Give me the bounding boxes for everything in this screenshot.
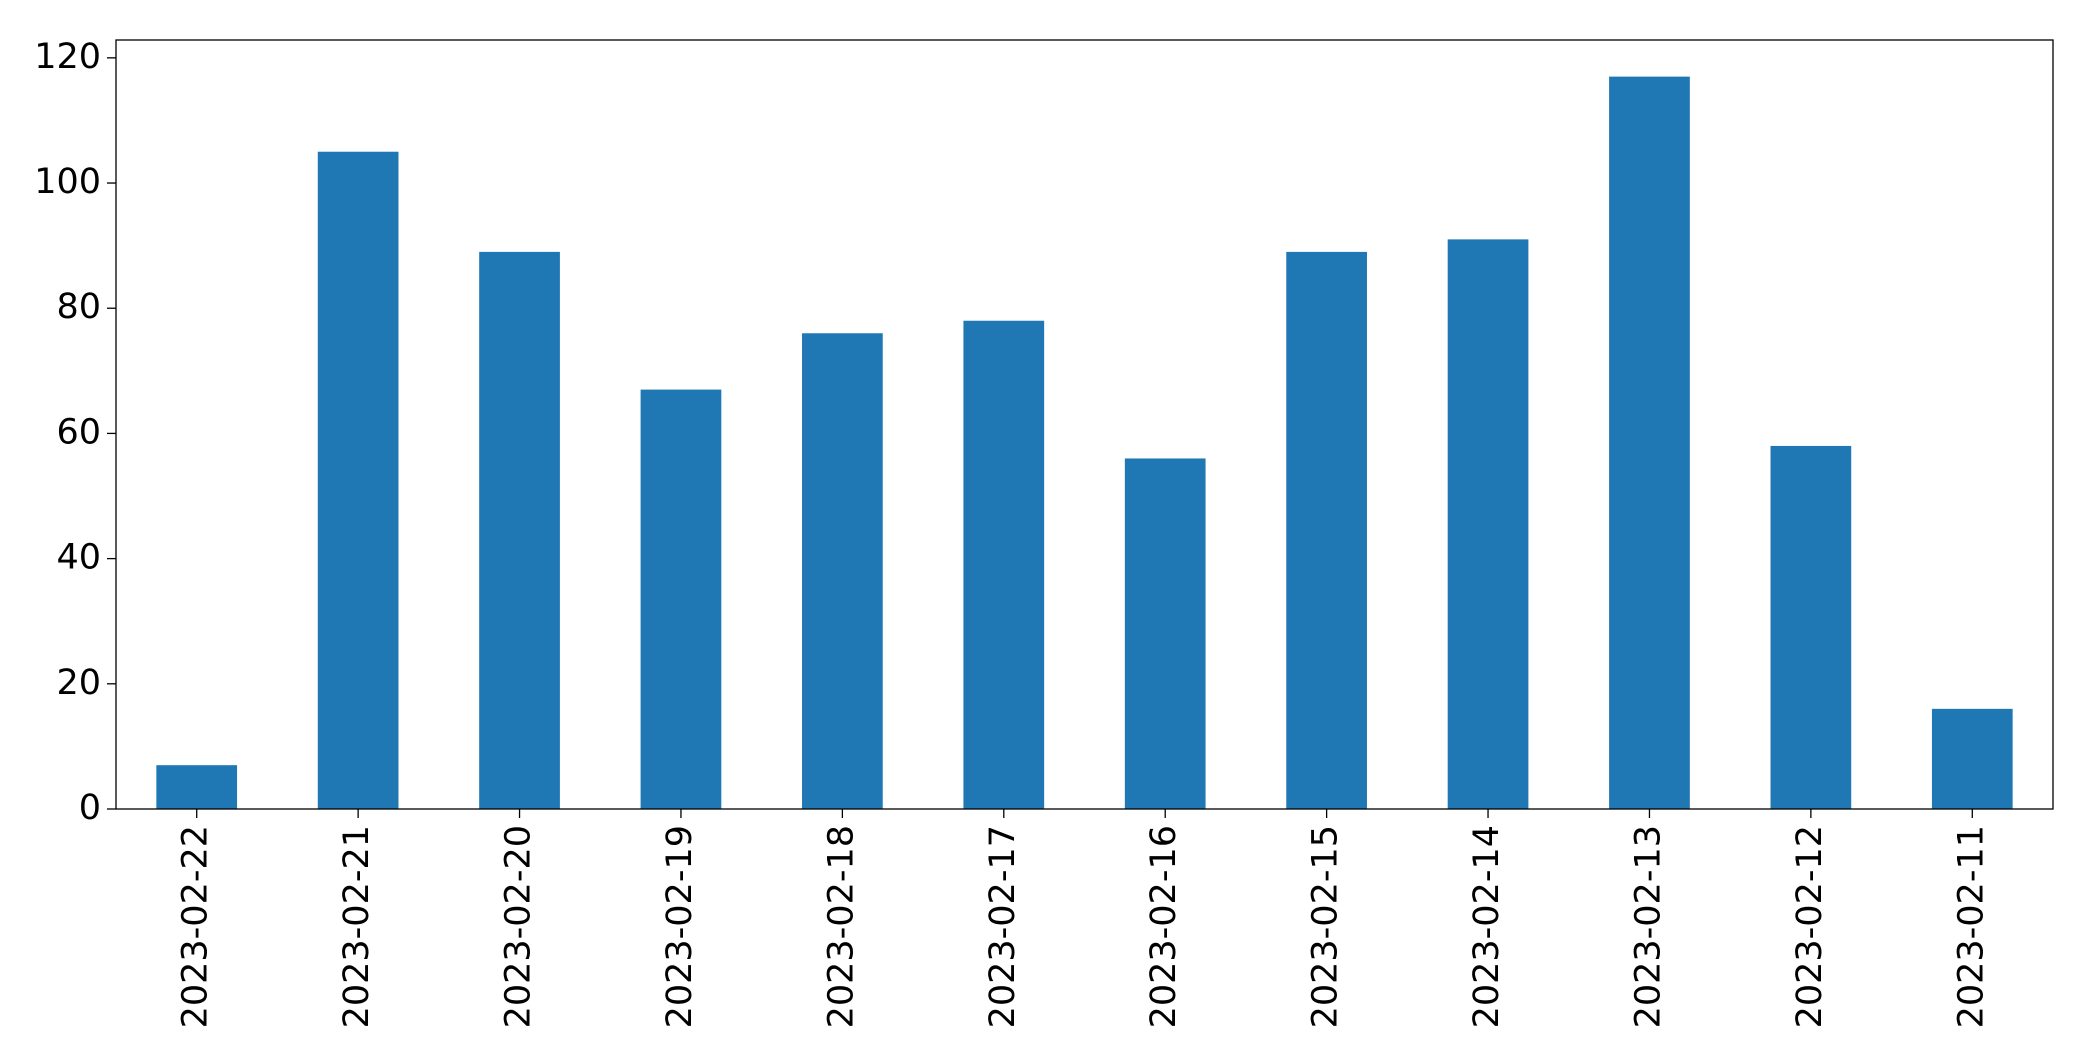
y-tick-label: 60 xyxy=(56,412,101,452)
bar xyxy=(1770,445,1852,809)
bar xyxy=(1609,76,1690,810)
x-tick-label: 2023-02-14 xyxy=(1467,825,1507,1028)
y-tick-label: 120 xyxy=(34,37,101,77)
bar xyxy=(1447,239,1529,810)
y-tick-label: 0 xyxy=(79,788,101,828)
bar xyxy=(317,151,399,809)
x-tick-label: 2023-02-15 xyxy=(1306,825,1346,1028)
x-tick-label: 2023-02-11 xyxy=(1951,825,1991,1028)
x-tick-label: 2023-02-12 xyxy=(1790,825,1830,1028)
x-tick-label: 2023-02-18 xyxy=(821,825,861,1028)
y-tick-label: 20 xyxy=(56,663,101,703)
bar xyxy=(156,765,238,809)
plot-frame xyxy=(115,39,2054,810)
y-tick-label: 80 xyxy=(56,287,101,327)
x-tick-label: 2023-02-16 xyxy=(1144,825,1184,1028)
bar xyxy=(963,320,1045,809)
bar xyxy=(1286,251,1367,809)
x-tick-label: 2023-02-20 xyxy=(499,825,539,1028)
bar xyxy=(1931,708,2013,809)
bar xyxy=(1124,458,1206,809)
y-tick-label: 100 xyxy=(34,162,101,202)
bar xyxy=(479,251,560,809)
x-tick-label: 2023-02-21 xyxy=(337,825,377,1028)
x-tick-label: 2023-02-17 xyxy=(983,825,1023,1028)
x-tick-label: 2023-02-13 xyxy=(1628,825,1668,1028)
y-tick-label: 40 xyxy=(56,538,101,578)
bar xyxy=(802,333,883,809)
bar xyxy=(640,389,722,809)
x-tick-label: 2023-02-19 xyxy=(660,825,700,1028)
x-tick-label: 2023-02-22 xyxy=(176,825,216,1028)
